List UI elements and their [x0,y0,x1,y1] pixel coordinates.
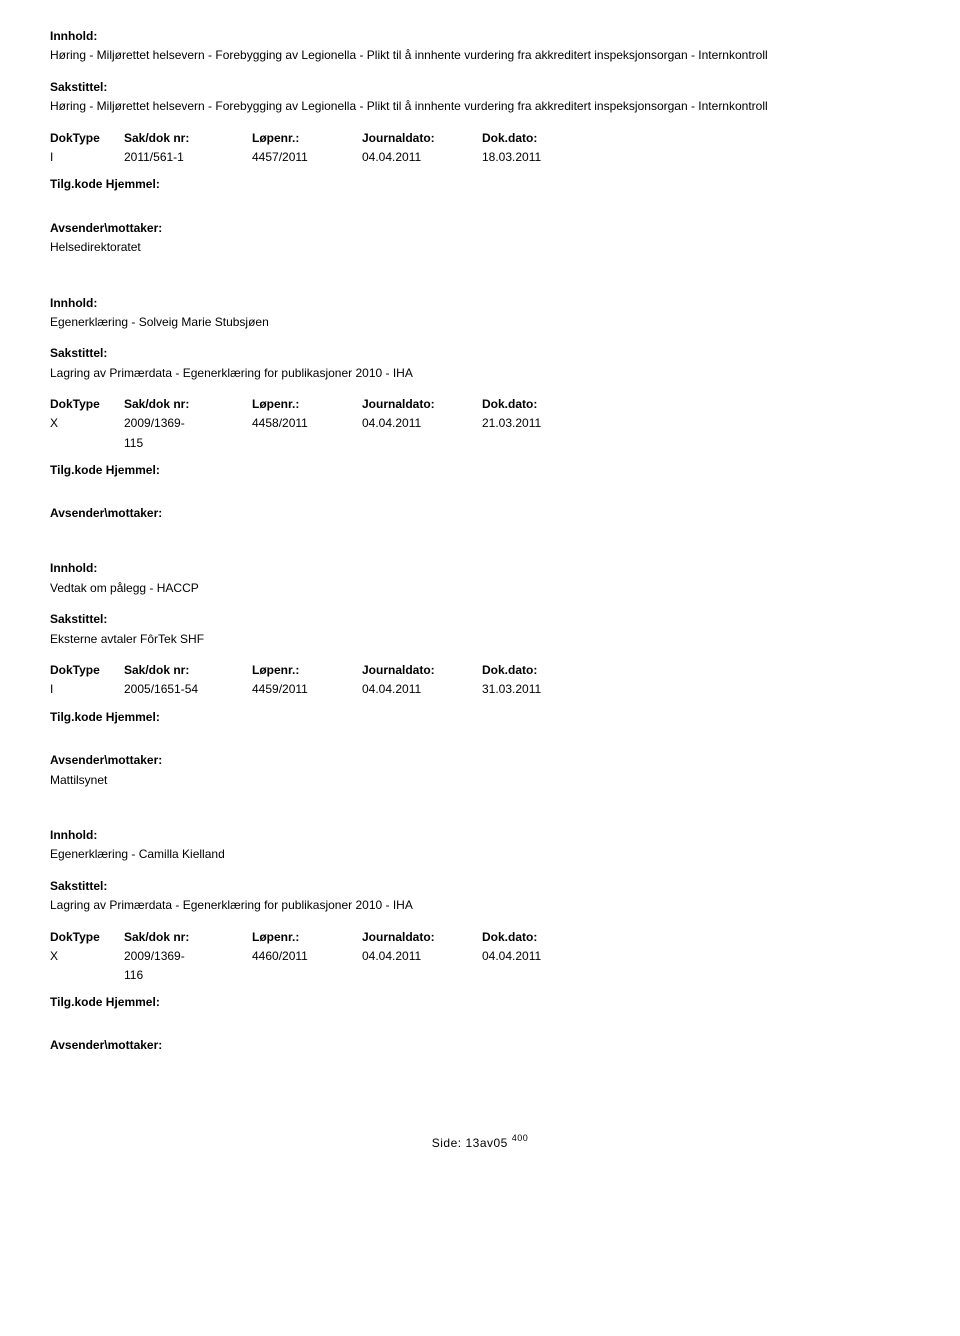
col-lopenr-header: Løpenr.: [252,130,362,147]
sakstittel-text: Høring - Miljørettet helsevern - Forebyg… [50,98,910,115]
col-doctype-header: DokType [50,929,124,946]
col-doctype-value: I [50,149,86,166]
col-sakdok-value-2: 116 [124,967,252,984]
col-sakdok-header: Sak/dok nr: [124,130,252,147]
hjemmel-label: Hjemmel: [106,177,160,191]
col-journal-header: Journaldato: [362,662,482,679]
meta-value-row: I 2011/561-14457/201104.04.201118.03.2011 [50,149,910,166]
col-sakdok-value: 2009/1369- [124,948,252,965]
col-journal-header: Journaldato: [362,929,482,946]
col-sakdok-header: Sak/dok nr: [124,929,252,946]
col-journal-value: 04.04.2011 [362,415,482,432]
col-dokdato-value: 21.03.2011 [482,415,602,432]
meta-header-row: DokTypeSak/dok nr:Løpenr.:Journaldato:Do… [50,130,910,147]
meta-header-row: DokTypeSak/dok nr:Løpenr.:Journaldato:Do… [50,662,910,679]
footer-pagenum-overlay: av05 [480,1136,508,1150]
sakstittel-label: Sakstittel: [50,878,910,895]
meta-value-row: I 2005/1651-544459/201104.04.201131.03.20… [50,681,910,698]
journal-entry: Innhold: Vedtak om pålegg - HACCP Sakstitt… [50,560,910,789]
sakstittel-text: Lagring av Primærdata - Egenerklæring fo… [50,365,910,382]
col-journal-value: 04.04.2011 [362,948,482,965]
col-journal-header: Journaldato: [362,130,482,147]
innhold-text: Egenerklæring - Camilla Kielland [50,846,910,863]
sakstittel-label: Sakstittel: [50,611,910,628]
avsender-text: Helsedirektoratet [50,239,910,256]
meta-value-row-2: 116 [50,967,910,984]
col-journal-value: 04.04.2011 [362,681,482,698]
sakstittel-text: Eksterne avtaler FôrTek SHF [50,631,910,648]
col-dokdato-value: 31.03.2011 [482,681,602,698]
col-dokdato-header: Dok.dato: [482,396,602,413]
avsender-label: Avsender\mottaker: [50,1037,910,1054]
journal-entry: Innhold: Høring - Miljørettet helsevern -… [50,28,910,257]
tilgkode-row: Tilg.kode Hjemmel: [50,709,910,726]
innhold-label: Innhold: [50,28,910,45]
col-sakdok-header: Sak/dok nr: [124,396,252,413]
meta-header-row: DokTypeSak/dok nr:Løpenr.:Journaldato:Do… [50,929,910,946]
tilgkode-row: Tilg.kode Hjemmel: [50,994,910,1011]
hjemmel-label: Hjemmel: [106,995,160,1009]
tilgkode-label: Tilg.kode [50,710,102,724]
innhold-label: Innhold: [50,827,910,844]
innhold-label: Innhold: [50,560,910,577]
sakstittel-text: Lagring av Primærdata - Egenerklæring fo… [50,897,910,914]
tilgkode-row: Tilg.kode Hjemmel: [50,176,910,193]
col-sakdok-value-2: 115 [124,435,252,452]
tilgkode-label: Tilg.kode [50,177,102,191]
col-lopenr-value: 4460/2011 [252,948,362,965]
tilgkode-label: Tilg.kode [50,995,102,1009]
col-dokdato-header: Dok.dato: [482,130,602,147]
sakstittel-label: Sakstittel: [50,79,910,96]
col-doctype-value: X [50,415,86,432]
col-lopenr-header: Løpenr.: [252,662,362,679]
col-journal-value: 04.04.2011 [362,149,482,166]
journal-entry: Innhold: Egenerklæring - Camilla Kielland… [50,827,910,1055]
footer-super: 400 [512,1133,529,1143]
col-dokdato-value: 04.04.2011 [482,948,602,965]
journal-entry: Innhold: Egenerklæring - Solveig Marie St… [50,295,910,523]
col-lopenr-header: Løpenr.: [252,929,362,946]
col-lopenr-value: 4458/2011 [252,415,362,432]
col-doctype-value: I [50,681,86,698]
col-sakdok-value: 2011/561-1 [124,149,252,166]
hjemmel-label: Hjemmel: [106,463,160,477]
col-sakdok-value: 2009/1369- [124,415,252,432]
innhold-text: Vedtak om pålegg - HACCP [50,580,910,597]
meta-header-row: DokTypeSak/dok nr:Løpenr.:Journaldato:Do… [50,396,910,413]
col-doctype-value: X [50,948,86,965]
meta-value-row-2: 115 [50,435,910,452]
avsender-label: Avsender\mottaker: [50,220,910,237]
footer-pagenum: 13 [465,1136,479,1150]
col-doctype-header: DokType [50,130,124,147]
meta-value-row: X2009/1369-4460/201104.04.201104.04.2011 [50,948,910,965]
col-dokdato-value: 18.03.2011 [482,149,602,166]
innhold-text: Høring - Miljørettet helsevern - Forebyg… [50,47,910,64]
col-lopenr-value: 4459/2011 [252,681,362,698]
col-lopenr-value: 4457/2011 [252,149,362,166]
col-doctype-header: DokType [50,396,124,413]
col-doctype-header: DokType [50,662,124,679]
col-dokdato-header: Dok.dato: [482,662,602,679]
col-dokdato-header: Dok.dato: [482,929,602,946]
hjemmel-label: Hjemmel: [106,710,160,724]
col-sakdok-header: Sak/dok nr: [124,662,252,679]
avsender-text: Mattilsynet [50,772,910,789]
col-lopenr-header: Løpenr.: [252,396,362,413]
avsender-label: Avsender\mottaker: [50,752,910,769]
innhold-label: Innhold: [50,295,910,312]
innhold-text: Egenerklæring - Solveig Marie Stubsjøen [50,314,910,331]
col-sakdok-value: 2005/1651-54 [124,681,252,698]
col-journal-header: Journaldato: [362,396,482,413]
avsender-label: Avsender\mottaker: [50,505,910,522]
tilgkode-row: Tilg.kode Hjemmel: [50,462,910,479]
tilgkode-label: Tilg.kode [50,463,102,477]
footer-side-label: Side: [432,1136,462,1150]
sakstittel-label: Sakstittel: [50,345,910,362]
meta-value-row: X 2009/1369-4458/201104.04.201121.03.2011 [50,415,910,432]
page-footer: Side: 13av05 400 [50,1135,910,1152]
